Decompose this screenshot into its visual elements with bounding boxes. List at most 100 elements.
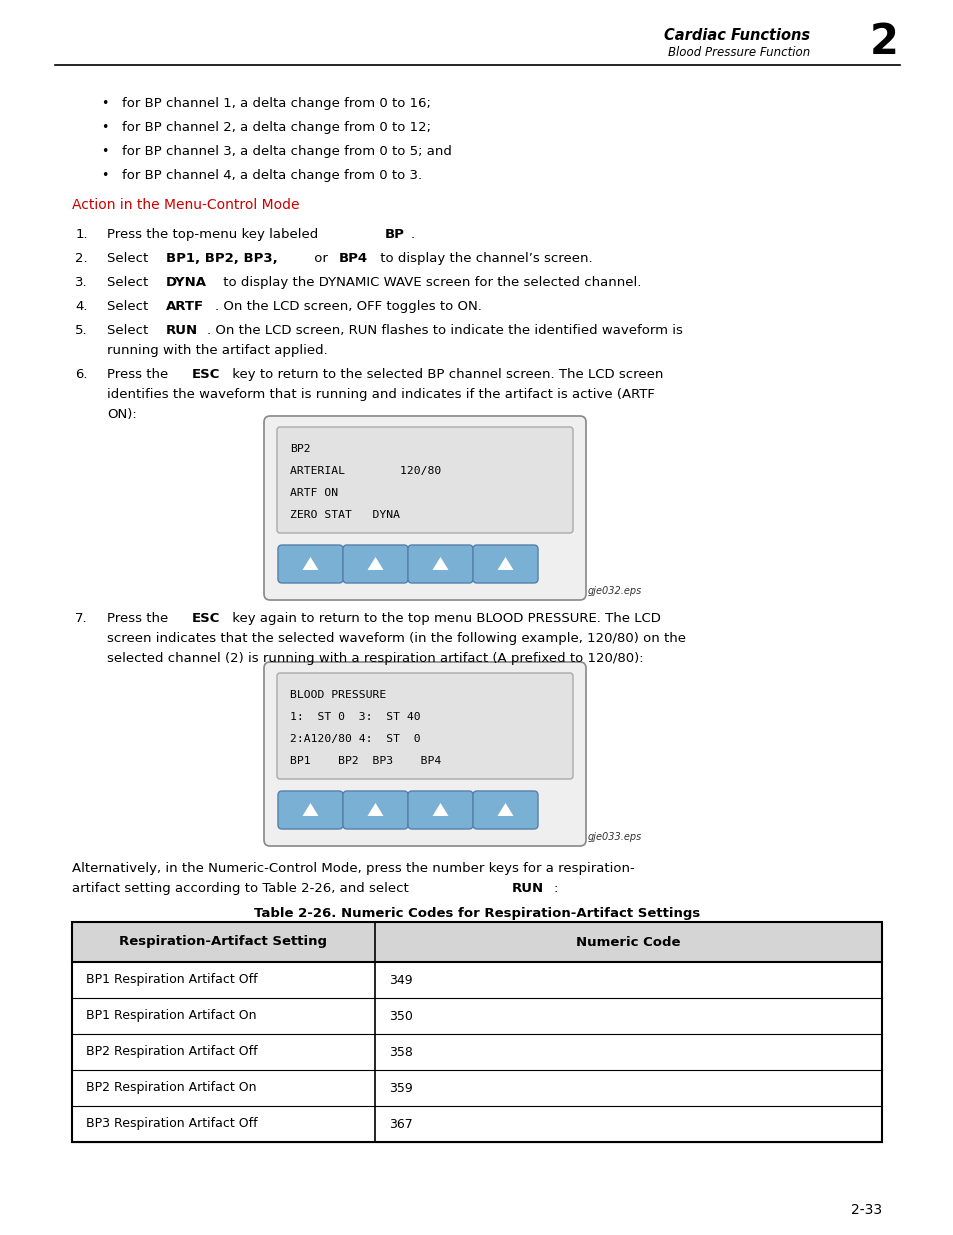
FancyBboxPatch shape <box>277 545 343 583</box>
Text: BP1 Respiration Artifact On: BP1 Respiration Artifact On <box>86 1009 256 1023</box>
Text: artifact setting according to Table 2-26, and select: artifact setting according to Table 2-26… <box>71 882 413 895</box>
Text: 359: 359 <box>389 1082 413 1094</box>
FancyBboxPatch shape <box>276 427 573 534</box>
Text: •: • <box>101 121 109 133</box>
Text: BP1    BP2  BP3    BP4: BP1 BP2 BP3 BP4 <box>290 756 441 766</box>
Text: Blood Pressure Function: Blood Pressure Function <box>667 47 809 59</box>
Text: :: : <box>553 882 558 895</box>
Text: to display the channel’s screen.: to display the channel’s screen. <box>375 252 592 266</box>
Text: Select: Select <box>107 275 152 289</box>
Text: 4.: 4. <box>75 300 88 312</box>
Text: running with the artifact applied.: running with the artifact applied. <box>107 345 328 357</box>
Text: Press the top-menu key labeled: Press the top-menu key labeled <box>107 228 322 241</box>
FancyBboxPatch shape <box>473 545 537 583</box>
Polygon shape <box>367 557 383 571</box>
Text: for BP channel 3, a delta change from 0 to 5; and: for BP channel 3, a delta change from 0 … <box>122 144 452 158</box>
Text: Respiration-Artifact Setting: Respiration-Artifact Setting <box>119 935 327 948</box>
Text: Press the: Press the <box>107 613 172 625</box>
Polygon shape <box>432 803 448 816</box>
Text: ESC: ESC <box>192 368 219 382</box>
Polygon shape <box>302 557 318 571</box>
Text: Cardiac Functions: Cardiac Functions <box>663 27 809 42</box>
FancyBboxPatch shape <box>277 790 343 829</box>
Text: key to return to the selected BP channel screen. The LCD screen: key to return to the selected BP channel… <box>228 368 662 382</box>
Text: ZERO STAT   DYNA: ZERO STAT DYNA <box>290 510 399 520</box>
Text: 1.: 1. <box>75 228 88 241</box>
Text: or: or <box>310 252 332 266</box>
Text: . On the LCD screen, OFF toggles to ON.: . On the LCD screen, OFF toggles to ON. <box>214 300 481 312</box>
FancyBboxPatch shape <box>343 545 408 583</box>
Bar <box>71 962 882 998</box>
Text: 367: 367 <box>389 1118 413 1130</box>
Text: Select: Select <box>107 300 152 312</box>
Text: for BP channel 1, a delta change from 0 to 16;: for BP channel 1, a delta change from 0 … <box>122 96 431 110</box>
Text: ARTF: ARTF <box>166 300 204 312</box>
Text: ARTERIAL        120/80: ARTERIAL 120/80 <box>290 466 441 475</box>
Text: ON):: ON): <box>107 408 136 421</box>
FancyBboxPatch shape <box>408 790 473 829</box>
Text: BP2: BP2 <box>290 445 311 454</box>
Text: 6.: 6. <box>75 368 88 382</box>
Text: BP1 Respiration Artifact Off: BP1 Respiration Artifact Off <box>86 973 257 987</box>
Text: to display the DYNAMIC WAVE screen for the selected channel.: to display the DYNAMIC WAVE screen for t… <box>218 275 640 289</box>
Text: 2.: 2. <box>75 252 88 266</box>
Text: RUN: RUN <box>166 324 197 337</box>
Text: Numeric Code: Numeric Code <box>576 935 680 948</box>
Bar <box>71 923 882 962</box>
Text: 1:  ST 0  3:  ST 40: 1: ST 0 3: ST 40 <box>290 713 420 722</box>
Text: RUN: RUN <box>512 882 543 895</box>
Text: Select: Select <box>107 324 152 337</box>
Text: gje032.eps: gje032.eps <box>587 585 641 597</box>
Text: Select: Select <box>107 252 152 266</box>
FancyBboxPatch shape <box>473 790 537 829</box>
Bar <box>71 1107 882 1142</box>
FancyBboxPatch shape <box>408 545 473 583</box>
Bar <box>71 1034 882 1070</box>
Text: screen indicates that the selected waveform (in the following example, 120/80) o: screen indicates that the selected wavef… <box>107 632 685 645</box>
Text: 2:A120/80 4:  ST  0: 2:A120/80 4: ST 0 <box>290 734 420 743</box>
Text: ARTF ON: ARTF ON <box>290 488 337 498</box>
Polygon shape <box>497 803 513 816</box>
Text: •: • <box>101 96 109 110</box>
Bar <box>71 923 882 1142</box>
Text: Alternatively, in the Numeric-Control Mode, press the number keys for a respirat: Alternatively, in the Numeric-Control Mo… <box>71 862 634 876</box>
FancyBboxPatch shape <box>343 790 408 829</box>
Text: 349: 349 <box>389 973 413 987</box>
Text: ESC: ESC <box>192 613 219 625</box>
Text: DYNA: DYNA <box>166 275 207 289</box>
Text: 3.: 3. <box>75 275 88 289</box>
Polygon shape <box>432 557 448 571</box>
Polygon shape <box>302 803 318 816</box>
Bar <box>71 998 882 1034</box>
Polygon shape <box>367 803 383 816</box>
Text: identifies the waveform that is running and indicates if the artifact is active : identifies the waveform that is running … <box>107 388 654 401</box>
Polygon shape <box>497 557 513 571</box>
Text: 2: 2 <box>869 21 898 63</box>
Text: . On the LCD screen, RUN flashes to indicate the identified waveform is: . On the LCD screen, RUN flashes to indi… <box>207 324 682 337</box>
Text: key again to return to the top menu BLOOD PRESSURE. The LCD: key again to return to the top menu BLOO… <box>228 613 660 625</box>
Text: for BP channel 4, a delta change from 0 to 3.: for BP channel 4, a delta change from 0 … <box>122 168 421 182</box>
Text: 5.: 5. <box>75 324 88 337</box>
Text: •: • <box>101 168 109 182</box>
Text: 2-33: 2-33 <box>850 1203 882 1216</box>
Text: gje033.eps: gje033.eps <box>587 832 641 842</box>
Text: Action in the Menu-Control Mode: Action in the Menu-Control Mode <box>71 198 299 212</box>
Bar <box>71 1070 882 1107</box>
Text: •: • <box>101 144 109 158</box>
Text: BLOOD PRESSURE: BLOOD PRESSURE <box>290 690 386 700</box>
FancyBboxPatch shape <box>264 416 585 600</box>
Text: .: . <box>411 228 415 241</box>
Text: 7.: 7. <box>75 613 88 625</box>
Text: BP2 Respiration Artifact Off: BP2 Respiration Artifact Off <box>86 1046 257 1058</box>
Text: BP: BP <box>385 228 404 241</box>
Text: Press the: Press the <box>107 368 172 382</box>
Text: 350: 350 <box>389 1009 413 1023</box>
Text: BP2 Respiration Artifact On: BP2 Respiration Artifact On <box>86 1082 256 1094</box>
Text: for BP channel 2, a delta change from 0 to 12;: for BP channel 2, a delta change from 0 … <box>122 121 431 133</box>
Text: BP1, BP2, BP3,: BP1, BP2, BP3, <box>166 252 277 266</box>
FancyBboxPatch shape <box>264 662 585 846</box>
Text: selected channel (2) is running with a respiration artifact (A prefixed to 120/8: selected channel (2) is running with a r… <box>107 652 643 664</box>
Text: Table 2-26. Numeric Codes for Respiration-Artifact Settings: Table 2-26. Numeric Codes for Respiratio… <box>253 906 700 920</box>
Text: BP3 Respiration Artifact Off: BP3 Respiration Artifact Off <box>86 1118 257 1130</box>
Text: 358: 358 <box>389 1046 413 1058</box>
